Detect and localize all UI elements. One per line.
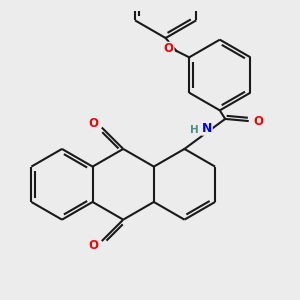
Text: H: H [190, 124, 199, 135]
Text: N: N [202, 122, 212, 135]
Text: O: O [254, 115, 263, 128]
Text: O: O [164, 42, 174, 55]
Text: O: O [88, 117, 98, 130]
Text: O: O [88, 239, 98, 252]
